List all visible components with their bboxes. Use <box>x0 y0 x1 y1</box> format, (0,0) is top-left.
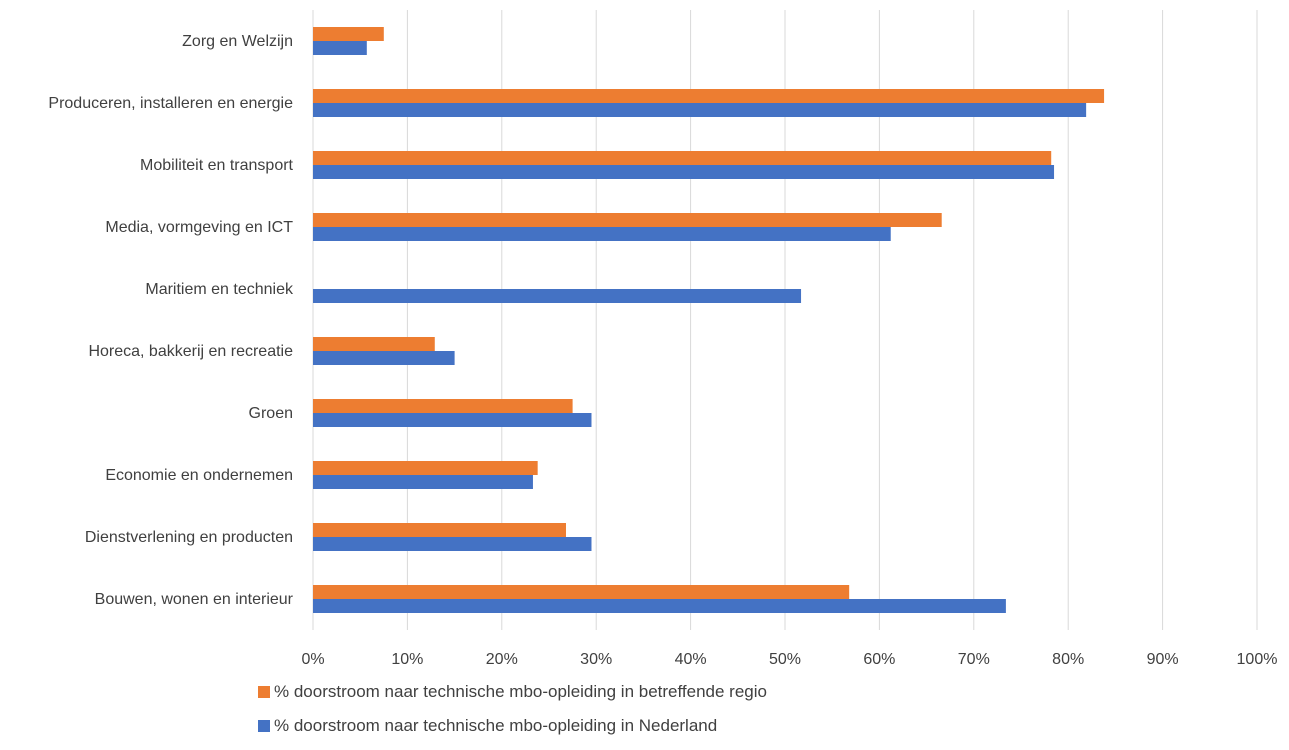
legend-item-regio: % doorstroom naar technische mbo-opleidi… <box>258 682 767 702</box>
category-label: Maritiem en techniek <box>145 281 294 298</box>
legend-label-regio: % doorstroom naar technische mbo-opleidi… <box>274 682 767 701</box>
bar-nederland <box>313 475 533 489</box>
legend-swatch-nederland <box>258 720 270 732</box>
x-tick-label: 0% <box>301 651 324 668</box>
bar-regio <box>313 399 573 413</box>
x-axis-tick-labels: 0% 10% 20% 30% 40% 50% 60% 70% 80% 90% 100% <box>301 651 1277 668</box>
category-label: Groen <box>249 405 293 422</box>
x-tick-label: 60% <box>863 651 895 668</box>
bar-chart: Zorg en Welzijn Produceren, installeren e… <box>48 10 1277 668</box>
category-label: Media, vormgeving en ICT <box>105 219 293 236</box>
category-label: Produceren, installeren en energie <box>48 95 293 112</box>
bar-regio <box>313 89 1105 103</box>
bar-nederland <box>313 227 891 241</box>
category-label: Bouwen, wonen en interieur <box>95 591 294 608</box>
x-tick-label: 40% <box>675 651 707 668</box>
category-label: Dienstverlening en producten <box>85 529 293 546</box>
x-tick-label: 90% <box>1147 651 1179 668</box>
x-tick-label: 30% <box>580 651 612 668</box>
legend-swatch-regio <box>258 686 270 698</box>
category-label: Horeca, bakkerij en recreatie <box>88 343 293 360</box>
category-label: Economie en ondernemen <box>105 467 293 484</box>
bar-nederland <box>313 165 1055 179</box>
bar-regio <box>313 523 566 537</box>
category-label: Zorg en Welzijn <box>182 33 293 50</box>
bar-nederland <box>313 103 1087 117</box>
category-label: Mobiliteit en transport <box>140 157 294 174</box>
bar-nederland <box>313 351 455 365</box>
x-tick-label: 80% <box>1052 651 1084 668</box>
bar-nederland <box>313 413 592 427</box>
bar-regio <box>313 585 850 599</box>
bar-nederland <box>313 537 592 551</box>
category-labels: Zorg en Welzijn Produceren, installeren e… <box>48 33 294 608</box>
bar-regio <box>313 461 538 475</box>
x-tick-label: 70% <box>958 651 990 668</box>
x-tick-label: 10% <box>391 651 423 668</box>
bar-nederland <box>313 599 1006 613</box>
x-tick-label: 100% <box>1237 651 1278 668</box>
x-tick-label: 50% <box>769 651 801 668</box>
bar-regio <box>313 27 384 41</box>
bar-regio <box>313 151 1052 165</box>
x-tick-label: 20% <box>486 651 518 668</box>
bar-regio <box>313 213 942 227</box>
bars <box>313 27 1105 613</box>
bar-regio <box>313 337 435 351</box>
bar-nederland <box>313 289 802 303</box>
legend-label-nederland: % doorstroom naar technische mbo-opleidi… <box>274 716 718 735</box>
legend-item-nederland: % doorstroom naar technische mbo-opleidi… <box>258 716 767 736</box>
legend: % doorstroom naar technische mbo-opleidi… <box>258 682 767 750</box>
bar-nederland <box>313 41 367 55</box>
